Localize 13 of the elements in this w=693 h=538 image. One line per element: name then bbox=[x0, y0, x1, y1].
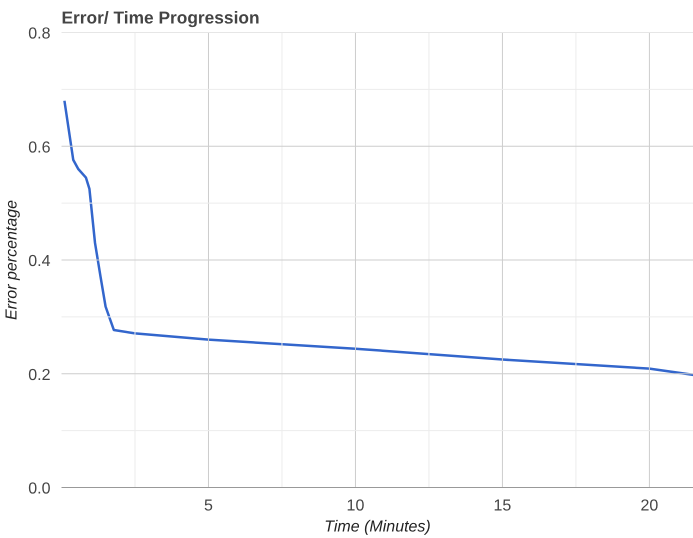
y-axis-title: Error percentage bbox=[3, 200, 20, 320]
y-tick-label: 0.8 bbox=[28, 26, 51, 42]
y-tick-label: 0.6 bbox=[28, 139, 51, 156]
x-tick-label: 5 bbox=[204, 498, 214, 514]
chart-title: Error/ Time Progression bbox=[62, 8, 260, 28]
y-tick-label: 0.0 bbox=[28, 480, 51, 498]
x-tick-label: 15 bbox=[494, 498, 512, 514]
x-axis-title: Time (Minutes) bbox=[324, 518, 431, 536]
x-tick-label: 10 bbox=[346, 498, 364, 514]
line-series bbox=[63, 100, 693, 376]
y-tick-label: 0.4 bbox=[28, 253, 51, 270]
y-tick-label: 0.2 bbox=[28, 366, 51, 384]
x-tick-label: 20 bbox=[640, 498, 658, 514]
